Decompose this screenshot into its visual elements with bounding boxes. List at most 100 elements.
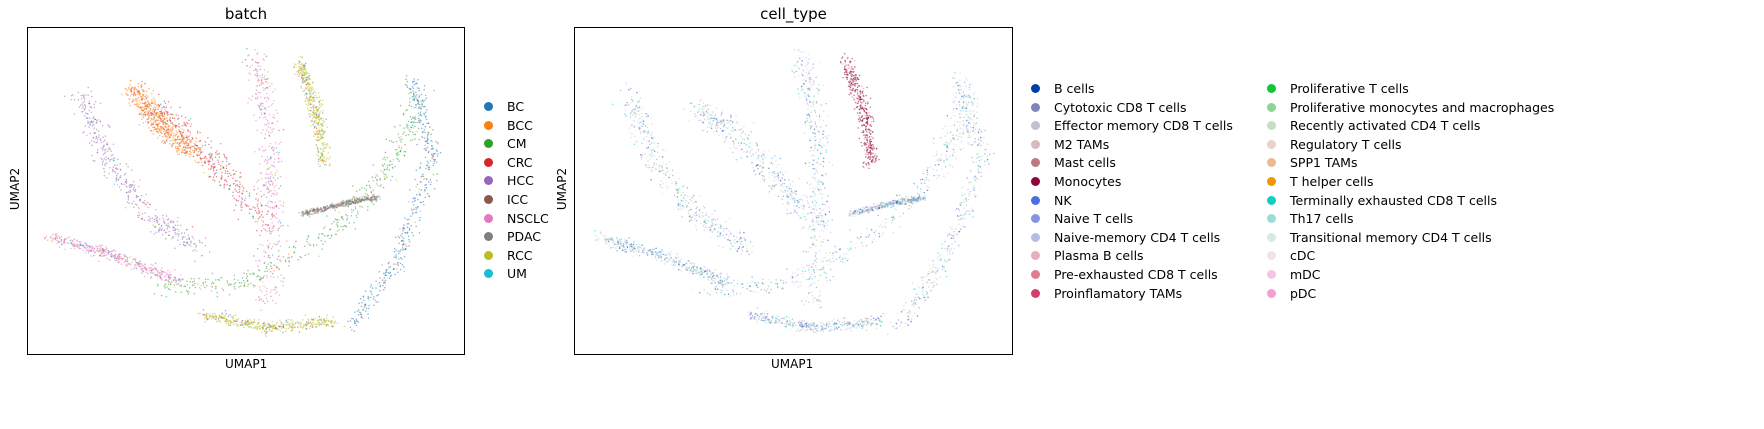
- legend-item: Th17 cells: [1267, 211, 1353, 226]
- legend-label: PDAC: [507, 229, 542, 245]
- legend-label: UM: [507, 266, 527, 282]
- legend-item: RCC: [484, 248, 533, 263]
- legend-marker: [1267, 177, 1276, 186]
- legend-item: Proinflamatory TAMs: [1031, 286, 1182, 301]
- legend-marker: [484, 102, 493, 111]
- legend-marker: [1267, 232, 1276, 242]
- legend-label: Proinflamatory TAMs: [1054, 285, 1183, 301]
- legend-marker: [484, 195, 493, 204]
- legend-item: Recently activated CD4 T cells: [1267, 118, 1480, 133]
- legend-item: Pre-exhausted CD8 T cells: [1031, 267, 1218, 282]
- legend-marker: [1031, 139, 1040, 149]
- legend-label: Plasma B cells: [1054, 248, 1144, 264]
- legend-item: PDAC: [484, 229, 541, 244]
- legend-label: ICC: [507, 192, 529, 207]
- cell-type-y-axis-label: UMAP2: [555, 167, 570, 211]
- legend-marker: [1267, 84, 1276, 93]
- legend-item: B cells: [1031, 81, 1095, 96]
- legend-label: Naive-memory CD4 T cells: [1054, 229, 1221, 245]
- legend-label: BCC: [507, 117, 533, 133]
- legend-marker: [484, 213, 493, 223]
- legend-item: Naive-memory CD4 T cells: [1031, 230, 1220, 245]
- batch-x-axis-label: UMAP1: [225, 357, 268, 371]
- batch-plot-title: batch: [224, 5, 268, 23]
- legend-label: Effector memory CD8 T cells: [1054, 118, 1233, 134]
- legend-marker: [484, 157, 493, 167]
- legend-item: cDC: [1267, 248, 1315, 263]
- legend-label: Th17 cells: [1290, 211, 1354, 227]
- legend-item: Effector memory CD8 T cells: [1031, 118, 1233, 133]
- legend-item: ICC: [484, 192, 528, 207]
- legend-item: T helper cells: [1267, 174, 1373, 189]
- legend-marker: [1267, 139, 1276, 149]
- legend-marker: [1031, 84, 1040, 93]
- legend-marker: [1267, 195, 1276, 205]
- legend-item: HCC: [484, 173, 534, 188]
- legend-label: Monocytes: [1054, 174, 1122, 189]
- legend-marker: [1031, 102, 1040, 112]
- legend-label: Proliferative T cells: [1290, 81, 1409, 96]
- legend-item: Proliferative monocytes and macrophages: [1267, 100, 1554, 115]
- legend-marker: [1267, 214, 1276, 224]
- batch-y-axis-label: UMAP2: [8, 167, 23, 211]
- legend-marker: [484, 269, 493, 279]
- legend-marker: [1031, 251, 1040, 261]
- legend-item: BCC: [484, 118, 533, 133]
- legend-item: Transitional memory CD4 T cells: [1267, 230, 1492, 245]
- legend-item: NSCLC: [484, 211, 549, 226]
- legend-label: HCC: [507, 173, 534, 189]
- legend-label: Proliferative monocytes and macrophages: [1290, 99, 1555, 115]
- legend-marker: [1031, 288, 1040, 298]
- legend-item: Proliferative T cells: [1267, 81, 1409, 96]
- legend-label: Recently activated CD4 T cells: [1290, 118, 1481, 134]
- legend-item: SPP1 TAMs: [1267, 155, 1357, 170]
- legend-label: T helper cells: [1290, 174, 1374, 189]
- legend-label: mDC: [1290, 267, 1321, 282]
- legend-label: RCC: [507, 247, 533, 263]
- legend-item: Terminally exhausted CD8 T cells: [1267, 193, 1497, 208]
- legend-item: BC: [484, 99, 524, 114]
- legend-item: mDC: [1267, 267, 1321, 282]
- legend-marker: [484, 139, 493, 149]
- legend-marker: [1267, 102, 1276, 112]
- legend-marker: [1031, 270, 1040, 279]
- legend-marker: [1267, 251, 1276, 261]
- legend-item: CRC: [484, 155, 533, 170]
- legend-label: Naive T cells: [1054, 211, 1134, 227]
- legend-label: Regulatory T cells: [1290, 136, 1402, 152]
- batch-scatter-plot: [27, 27, 465, 355]
- legend-item: Naive T cells: [1031, 211, 1133, 226]
- legend-item: pDC: [1267, 286, 1316, 301]
- legend-marker: [1031, 214, 1040, 224]
- legend-label: CRC: [507, 154, 533, 170]
- legend-label: NSCLC: [507, 210, 549, 226]
- legend-item: Monocytes: [1031, 174, 1121, 189]
- legend-label: NK: [1054, 192, 1072, 208]
- legend-marker: [1267, 121, 1276, 131]
- legend-label: B cells: [1054, 81, 1095, 96]
- legend-label: cDC: [1290, 248, 1316, 264]
- batch-scatter-canvas: [43, 48, 442, 337]
- legend-item: NK: [1031, 193, 1072, 208]
- legend-marker: [1031, 232, 1040, 242]
- legend-marker: [1267, 288, 1276, 298]
- legend-item: Mast cells: [1031, 155, 1116, 170]
- legend-label: SPP1 TAMs: [1290, 155, 1358, 171]
- legend-item: UM: [484, 266, 527, 281]
- legend-item: M2 TAMs: [1031, 137, 1109, 152]
- legend-item: Regulatory T cells: [1267, 137, 1402, 152]
- legend-label: Cytotoxic CD8 T cells: [1054, 99, 1187, 115]
- legend-item: CM: [484, 136, 527, 151]
- legend-marker: [1031, 158, 1040, 168]
- cell-type-scatter-plot: [574, 27, 1013, 355]
- legend-label: pDC: [1290, 285, 1317, 301]
- legend-marker: [484, 250, 493, 260]
- cell-type-scatter-canvas: [593, 49, 995, 335]
- cell-type-plot-title: cell_type: [760, 5, 827, 23]
- legend-marker: [1267, 270, 1276, 279]
- legend-label: Terminally exhausted CD8 T cells: [1290, 192, 1497, 208]
- legend-label: CM: [507, 136, 527, 152]
- legend-label: M2 TAMs: [1054, 136, 1110, 152]
- legend-marker: [484, 232, 493, 242]
- legend-marker: [1031, 195, 1040, 205]
